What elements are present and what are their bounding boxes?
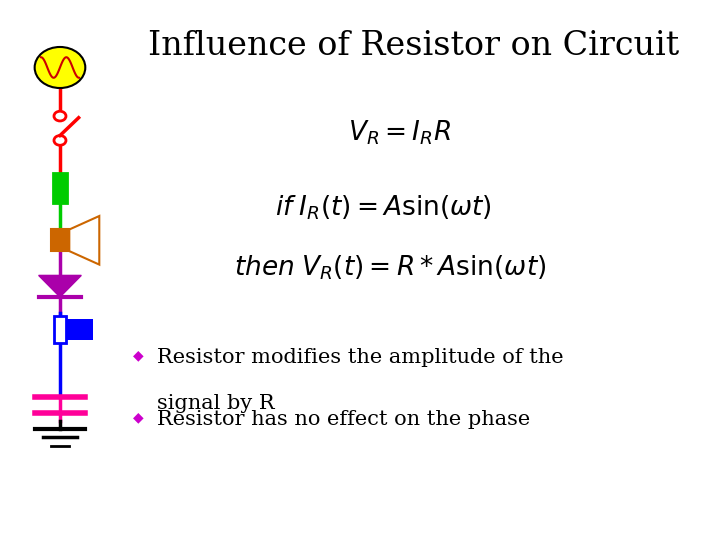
Bar xyxy=(54,316,66,343)
Text: Resistor has no effect on the phase: Resistor has no effect on the phase xyxy=(157,410,530,429)
Text: ◆: ◆ xyxy=(132,410,143,424)
Polygon shape xyxy=(39,275,81,297)
Polygon shape xyxy=(69,216,99,265)
Bar xyxy=(53,173,67,202)
Text: ◆: ◆ xyxy=(132,348,143,362)
Circle shape xyxy=(54,136,66,145)
Text: $if \; I_R(t) = A\sin(\omega t)$: $if \; I_R(t) = A\sin(\omega t)$ xyxy=(275,194,492,222)
Circle shape xyxy=(35,47,85,88)
Text: $V_R = I_R R$: $V_R = I_R R$ xyxy=(348,118,451,146)
Text: signal by R: signal by R xyxy=(157,394,274,413)
Bar xyxy=(50,230,69,251)
Text: $then \; V_R(t) = R * A\sin(\omega t)$: $then \; V_R(t) = R * A\sin(\omega t)$ xyxy=(234,253,546,281)
Circle shape xyxy=(54,111,66,121)
Bar xyxy=(66,319,93,340)
Text: Resistor modifies the amplitude of the: Resistor modifies the amplitude of the xyxy=(157,348,563,367)
Text: Influence of Resistor on Circuit: Influence of Resistor on Circuit xyxy=(148,30,679,62)
